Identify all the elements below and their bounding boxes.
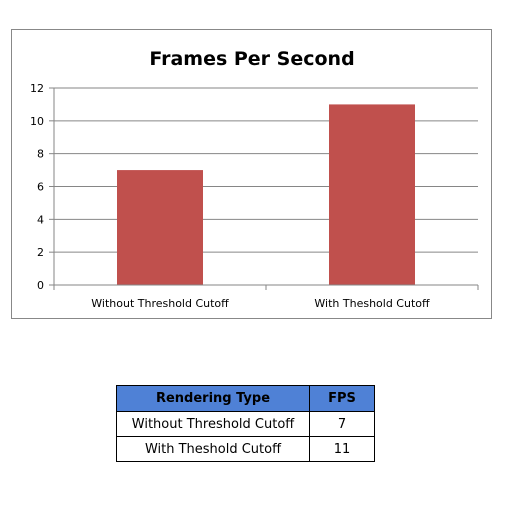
bar-chart: Frames Per Second 0 2 4 6 8 10 12 Without Thre… xyxy=(30,48,479,310)
cell-rendering-type: Without Threshold Cutoff xyxy=(116,411,310,437)
y-tick-label: 12 xyxy=(30,82,44,95)
bar xyxy=(329,104,415,286)
category-labels: Without Threshold Cutoff With Theshold Cu… xyxy=(91,297,430,310)
y-tick-label: 8 xyxy=(37,148,44,161)
table-row: Without Threshold Cutoff 7 xyxy=(116,411,375,437)
x-category-label: Without Threshold Cutoff xyxy=(91,297,229,310)
header-fps: FPS xyxy=(309,385,375,412)
y-tick-label: 0 xyxy=(37,279,44,292)
header-rendering-type: Rendering Type xyxy=(116,385,310,412)
y-tick-label: 2 xyxy=(37,246,44,259)
bars xyxy=(117,104,415,286)
y-tick-label: 4 xyxy=(37,213,44,226)
x-category-label: With Theshold Cutoff xyxy=(314,297,430,310)
cell-fps: 11 xyxy=(309,436,375,462)
table-row: With Theshold Cutoff 11 xyxy=(116,436,375,462)
table-header-row: Rendering Type FPS xyxy=(116,385,375,412)
cell-fps: 7 xyxy=(309,411,375,437)
y-axis-ticks: 0 2 4 6 8 10 12 xyxy=(30,82,54,292)
y-tick-label: 6 xyxy=(37,181,44,194)
cell-rendering-type: With Theshold Cutoff xyxy=(116,436,310,462)
axes xyxy=(53,88,479,290)
bar xyxy=(117,170,203,285)
y-tick-label: 10 xyxy=(30,115,44,128)
chart-frame: Frames Per Second 0 2 4 6 8 10 12 Without Thre… xyxy=(11,29,492,319)
chart-title: Frames Per Second xyxy=(149,48,354,70)
fps-table: Rendering Type FPS Without Threshold Cut… xyxy=(116,385,375,462)
